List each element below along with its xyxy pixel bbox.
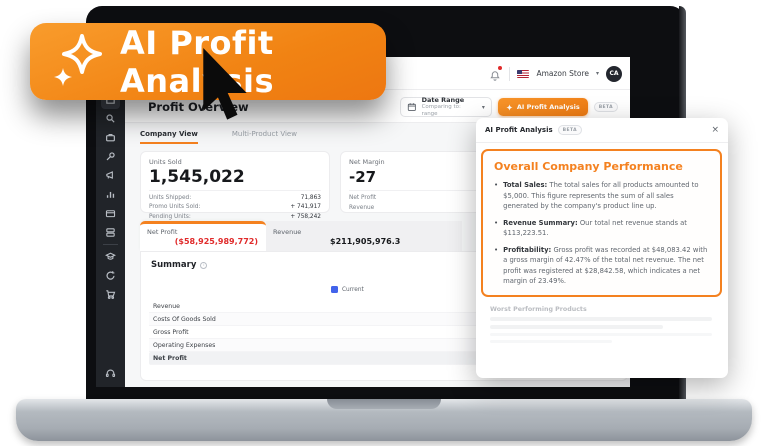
sidebar-item-sync[interactable]	[96, 266, 125, 285]
us-flag-icon	[517, 69, 530, 78]
tab-company-view[interactable]: Company View	[140, 130, 198, 144]
margin-row: Revenue	[349, 204, 375, 211]
laptop-notch	[327, 399, 441, 409]
tab-multi-product-view[interactable]: Multi-Product View	[231, 130, 297, 138]
text-placeholder	[490, 340, 613, 343]
ai-section-title: Overall Company Performance	[494, 160, 683, 173]
sidebar-item-analytics[interactable]	[96, 185, 125, 204]
ai-faded-heading: Worst Performing Products	[490, 306, 587, 313]
ai-bullet: • Total Sales: The total sales for all p…	[494, 181, 699, 211]
date-range-selector[interactable]: Date Range Comparing to: range ▾	[399, 95, 492, 117]
megaphone-icon	[106, 171, 113, 179]
close-icon[interactable]: ×	[711, 124, 719, 135]
calendar-icon	[407, 103, 416, 111]
sidebar-item-orders[interactable]	[96, 285, 125, 304]
sidebar-item-marketing[interactable]	[96, 166, 125, 185]
revenue-tab-label: Revenue	[273, 228, 302, 236]
cursor-icon	[203, 48, 247, 120]
tab-revenue[interactable]: Revenue $211,905,976.3	[266, 221, 462, 251]
cart-icon	[106, 290, 116, 299]
sidebar-item-billing[interactable]	[96, 204, 125, 223]
date-range-label: Date Range	[421, 95, 465, 104]
units-sold-label: Units Sold	[149, 158, 182, 166]
bar-chart-icon	[106, 191, 115, 198]
beta-badge: BETA	[557, 125, 582, 135]
text-placeholder	[490, 333, 712, 336]
ai-profit-analysis-callout: AI Profit Analysis	[30, 23, 386, 100]
graduation-cap-icon	[105, 252, 116, 260]
card-icon	[105, 210, 116, 218]
chevron-down-icon: ▾	[481, 103, 485, 111]
sidebar-item-academy[interactable]	[96, 247, 125, 266]
sidebar-item-tools[interactable]	[96, 147, 125, 166]
wrench-icon	[106, 152, 115, 161]
search-icon	[106, 114, 115, 123]
ai-panel-header: AI Profit Analysis BETA ×	[476, 118, 728, 143]
avatar[interactable]: CA	[606, 65, 622, 82]
net-margin-label: Net Margin	[349, 158, 385, 166]
sidebar-item-products[interactable]	[96, 128, 125, 147]
chart-legend: Current	[331, 286, 364, 293]
ai-profit-analysis-button[interactable]: AI Profit Analysis	[497, 98, 588, 116]
headset-icon	[105, 369, 116, 377]
units-row: Pending Units: + 758,242	[149, 213, 321, 220]
ai-highlight-box: Overall Company Performance • Total Sale…	[481, 149, 722, 297]
ai-bullet: • Revenue Summary: Our total net revenue…	[494, 218, 687, 238]
briefcase-icon	[106, 133, 115, 142]
ai-analysis-panel: AI Profit Analysis BETA × Overall Compan…	[476, 118, 728, 378]
units-sold-value: 1,545,022	[149, 167, 245, 187]
units-row: Units Shipped: 71,863	[149, 195, 321, 201]
revenue-tab-value: $211,905,976.3	[330, 237, 401, 246]
notifications-bell-icon[interactable]	[489, 66, 503, 81]
net-profit-tab-label: Net Profit	[147, 228, 178, 236]
beta-badge: BETA	[593, 102, 618, 112]
legend-label: Current	[342, 286, 364, 293]
sparkle-icon	[52, 33, 104, 90]
net-profit-tab-value: ($58,925,989,772)	[174, 237, 258, 246]
text-placeholder	[490, 325, 664, 329]
chevron-down-icon[interactable]: ▾	[595, 70, 599, 77]
text-placeholder	[490, 317, 712, 321]
sidebar-item-inventory[interactable]	[96, 223, 125, 242]
divider	[509, 66, 511, 81]
info-icon[interactable]: i	[200, 261, 208, 269]
net-margin-value: -27	[349, 168, 377, 186]
ai-panel-title: AI Profit Analysis	[485, 126, 553, 134]
tab-net-profit[interactable]: Net Profit ($58,925,989,772)	[140, 221, 266, 251]
margin-row: Net Profit	[349, 195, 377, 201]
callout-label: AI Profit Analysis	[120, 23, 275, 100]
notification-dot	[498, 66, 503, 70]
sidebar	[96, 90, 125, 387]
summary-title: Summary i	[151, 260, 208, 270]
sidebar-divider	[103, 244, 118, 245]
date-range-sublabel: Comparing to: range	[421, 104, 461, 117]
units-row: Promo Units Sold: + 741,917	[149, 204, 321, 211]
legend-swatch	[331, 286, 338, 293]
sidebar-item-support[interactable]	[96, 368, 125, 379]
sync-icon	[106, 271, 115, 280]
units-sold-card: Units Sold 1,545,022 Units Shipped: 71,86…	[140, 151, 330, 220]
store-selector-label[interactable]: Amazon Store	[536, 69, 589, 78]
ai-button-label: AI Profit Analysis	[516, 103, 580, 111]
ai-bullet: • Profitability: Gross profit was record…	[494, 245, 708, 286]
layers-icon	[106, 228, 115, 237]
sparkle-icon	[506, 103, 513, 111]
sidebar-item-search[interactable]	[96, 109, 125, 128]
ai-faded-section: Worst Performing Products	[490, 306, 712, 347]
